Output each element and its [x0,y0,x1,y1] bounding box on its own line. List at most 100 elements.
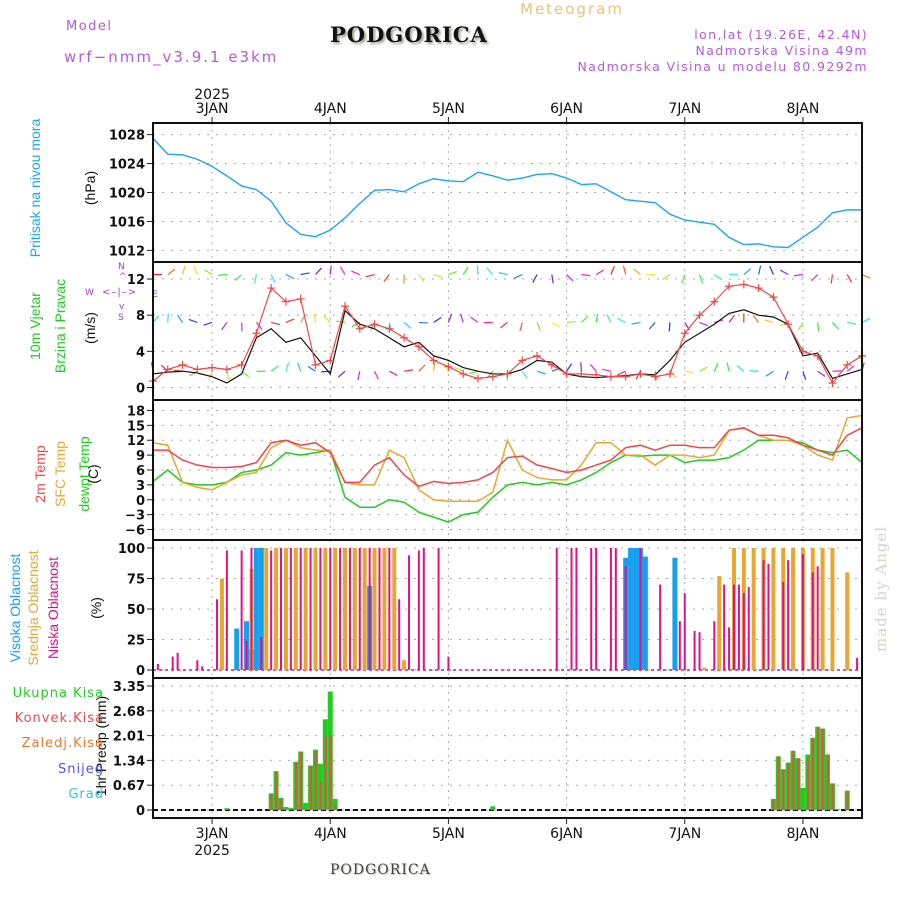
wind-arrow [285,273,295,280]
model-elevation-label: Nadmorska Visina u modelu 80.9292m [577,59,868,74]
high-cloud-bar [642,556,648,670]
wind-arrow [462,266,469,275]
low-cloud-bar [801,554,804,670]
compass-cross-icon: <–|–> [102,287,138,298]
wind-arrow [589,363,597,372]
wind-arrow [271,321,281,326]
wind-arrow [500,321,508,329]
wind-gust-marker [592,370,601,379]
wind-gust-marker [636,369,645,378]
wind-gust-marker [621,372,630,381]
wind-gust-marker [296,294,305,303]
wind-arrow [633,268,641,275]
mid-cloud-bar [830,548,835,670]
conv-rain-bar [319,782,322,810]
compass-arrow-s-icon: v [119,302,125,312]
wind-arrow [285,318,295,323]
low-cloud-bar [245,640,248,670]
wind-arrow [684,370,694,374]
low-cloud-bar [693,630,696,670]
wind-gust-marker [252,329,261,338]
mid-cloud-bar [392,548,397,670]
wind-arrow [357,371,361,381]
wind-arrow [469,370,479,374]
wind-arrow [736,364,745,372]
high-cloud-bar [258,548,264,670]
wind-arrow [713,362,719,372]
high-cloud-bar [633,548,639,670]
wind-arrow [521,370,528,379]
wind-arrow [726,362,730,372]
wind-arrow [566,274,574,282]
wind-arrow [536,370,546,375]
wind-arrow [832,322,839,330]
low-cloud-bar [378,548,381,670]
wind-gust-marker [222,365,231,374]
wind-arrow [728,314,735,323]
grid-layer [153,123,862,818]
y-tick-label: 15 [127,419,145,434]
bottom-day-label: 6JAN [550,826,583,842]
legend-frz-rain: Zaledj.Kisa [21,736,104,751]
high-cloud-bar [628,548,634,670]
y-tick-label: 1020 [109,187,145,202]
bottom-day-label: 5JAN [432,826,465,842]
y-tick-label: 6 [136,464,145,479]
wind-gust-marker [725,282,734,291]
low-cloud-bar [299,548,302,670]
wind-gust-marker [665,369,674,378]
wind-gust-marker [518,356,527,365]
legend-hail: Grad [68,787,104,802]
conv-rain-bar [826,754,829,810]
wind-arrow [532,274,538,283]
y-tick-label: −3 [125,509,145,524]
wind-arrow [181,265,186,275]
y-tick-label: 3 [136,479,145,494]
low-cloud-bar [856,657,859,670]
low-cloud-bar [737,584,740,670]
y-tick-label: 1016 [109,215,145,230]
wind-arrow [681,274,686,284]
y-tick-label: 100 [118,542,145,557]
wind-gust-marker [281,297,290,306]
y-tick-label: 3.35 [113,680,145,695]
mid-cloud-bar [402,660,407,670]
wind-arrow [793,273,804,277]
y-tick-label: 0 [136,381,145,396]
wind-arrow [433,362,436,372]
wind-gust-marker [193,365,202,374]
conv-rain-bar [792,750,795,810]
y-tick-label: 25 [127,634,145,649]
low-cloud-bar [196,660,199,670]
wind-arrow [784,371,789,380]
wind-gust-marker [178,360,187,369]
y-tick-label: 50 [127,603,145,618]
wind-arrow [323,315,331,323]
compass-e: E [152,290,158,300]
wind-gust-marker [606,372,615,381]
elevation-label: Nadmorska Visina 49m [695,43,868,58]
wind-arrow [617,370,626,376]
low-cloud-bar [639,548,642,670]
y-tick-label: 9 [136,449,145,464]
low-cloud-bar [816,566,819,670]
low-cloud-bar [575,548,578,670]
total-rain-bar [505,809,510,810]
wind-arrow [581,273,591,277]
wind-arrow [329,265,332,275]
low-cloud-bar [723,584,726,670]
bottom-day-label: 7JAN [668,826,701,842]
wind-gust-marker [503,369,512,378]
wind-arrow [779,269,789,276]
mid-cloud-bar [362,548,367,670]
low-cloud-bar [713,621,716,670]
wind-arrow [765,370,774,377]
mid-cloud-bar [382,548,387,670]
wind-gust-marker [533,351,542,360]
wind-arrow [285,362,290,372]
wind-arrow [476,265,479,275]
y-tick-label: 75 [127,573,145,588]
low-cloud-bar [595,548,598,670]
bottom-day-label: 4JAN [314,826,347,842]
conv-rain-bar [270,794,273,810]
